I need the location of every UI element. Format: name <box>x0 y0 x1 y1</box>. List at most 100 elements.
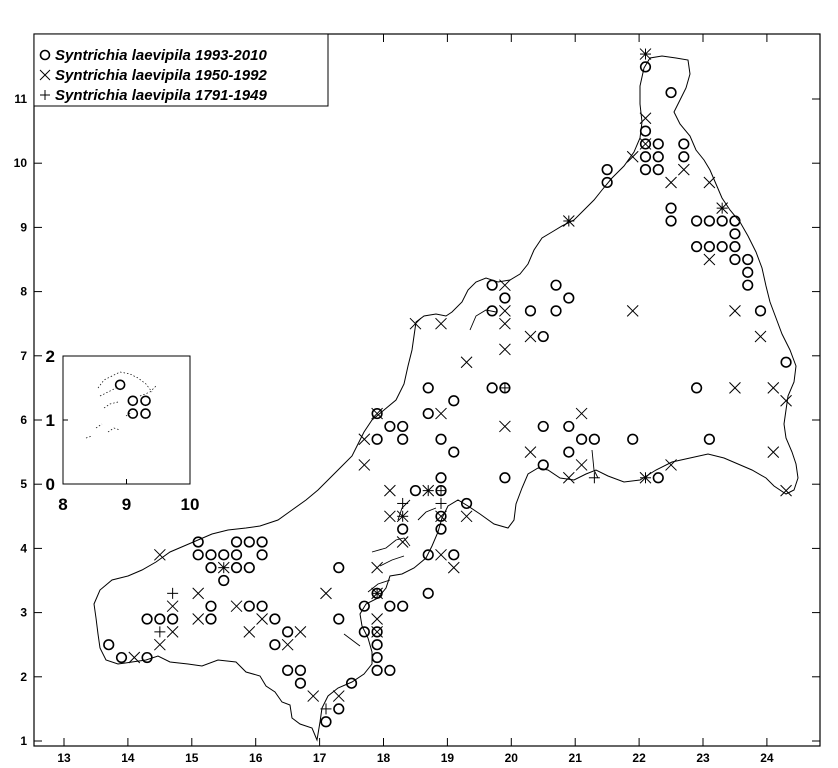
marker-circle-1993-2010 <box>294 664 307 676</box>
x-tick-label: 17 <box>313 751 327 765</box>
marker-cross-1950-1992 <box>499 420 511 433</box>
marker-circle-1993-2010 <box>499 472 511 484</box>
marker-circle-1993-2010 <box>678 138 690 150</box>
marker-circle-1993-2010 <box>358 600 370 612</box>
marker-cross-1950-1992 <box>39 69 51 81</box>
marker-cross-1950-1992 <box>677 163 690 176</box>
marker-circle-1993-2010 <box>639 61 652 73</box>
marker-circle-1993-2010 <box>639 138 652 150</box>
inset-x-tick-label: 10 <box>181 495 200 514</box>
marker-plus-1791-1949 <box>422 485 434 497</box>
marker-circle-1993-2010 <box>397 433 409 445</box>
marker-circle-1993-2010 <box>448 395 460 407</box>
marker-cross-1950-1992 <box>230 600 243 613</box>
marker-cross-1950-1992 <box>409 317 422 330</box>
marker-cross-1950-1992 <box>729 382 741 394</box>
marker-cross-1950-1992 <box>499 305 511 317</box>
marker-circle-1993-2010 <box>780 356 792 368</box>
marker-circle-1993-2010 <box>499 292 511 304</box>
marker-circle-1993-2010 <box>499 382 511 394</box>
marker-cross-1950-1992 <box>575 407 588 420</box>
marker-circle-1993-2010 <box>422 549 434 561</box>
marker-circle-1993-2010 <box>486 305 498 317</box>
marker-cross-1950-1992 <box>435 548 447 561</box>
marker-circle-1993-2010 <box>115 651 128 664</box>
legend-markers <box>39 49 51 100</box>
marker-circle-1993-2010 <box>397 523 409 535</box>
inset-x-tick-label: 8 <box>58 495 67 514</box>
marker-plus-1791-1949 <box>40 90 50 100</box>
marker-circle-1993-2010 <box>205 549 217 561</box>
marker-circle-1993-2010 <box>320 716 332 728</box>
marker-circle-1993-2010 <box>652 164 664 176</box>
inset-marker-circle <box>140 395 151 407</box>
marker-circle-1993-2010 <box>435 433 447 445</box>
marker-circle-1993-2010 <box>691 382 703 394</box>
marker-circle-1993-2010 <box>243 536 255 548</box>
marker-cross-1950-1992 <box>358 459 371 471</box>
marker-circle-1993-2010 <box>639 164 652 176</box>
marker-plus-1791-1949 <box>218 562 230 574</box>
marker-cross-1950-1992 <box>371 613 383 625</box>
marker-circle-1993-2010 <box>167 613 179 625</box>
marker-cross-1950-1992 <box>665 459 677 471</box>
marker-plus-1791-1949 <box>154 626 166 638</box>
y-tick-label: 10 <box>14 156 28 170</box>
marker-circle-1993-2010 <box>205 562 217 574</box>
inset-marker-circle <box>127 395 139 407</box>
marker-cross-1950-1992 <box>575 459 588 471</box>
marker-circle-1993-2010 <box>703 433 715 445</box>
marker-cross-1950-1992 <box>384 510 396 523</box>
marker-cross-1950-1992 <box>703 253 716 266</box>
marker-circle-1993-2010 <box>371 587 383 599</box>
marker-plus-1791-1949 <box>371 587 383 599</box>
marker-cross-1950-1992 <box>729 305 741 317</box>
marker-circle-1993-2010 <box>729 228 741 240</box>
marker-circle-1993-2010 <box>422 587 434 599</box>
marker-circle-1993-2010 <box>333 703 345 715</box>
marker-plus-1791-1949 <box>397 497 409 509</box>
marker-circle-1993-2010 <box>230 549 243 561</box>
marker-cross-1950-1992 <box>435 407 447 420</box>
inset-map: 8 9 10 0 1 2 <box>46 347 200 514</box>
marker-circle-1993-2010 <box>384 664 396 676</box>
marker-circle-1993-2010 <box>435 523 447 535</box>
marker-circle-1993-2010 <box>192 549 204 561</box>
x-tick-label: 21 <box>569 751 583 765</box>
marker-cross-1950-1992 <box>767 446 780 458</box>
marker-cross-1950-1992 <box>499 279 511 292</box>
marker-circle-1993-2010 <box>230 536 243 548</box>
marker-circle-1993-2010 <box>563 446 575 458</box>
marker-cross-1950-1992 <box>562 471 575 484</box>
marker-circle-1993-2010 <box>716 215 728 227</box>
x-tick-label: 20 <box>505 751 519 765</box>
y-tick-label: 8 <box>20 285 27 299</box>
marker-circle-1993-2010 <box>460 497 473 510</box>
marker-circle-1993-2010 <box>524 305 537 317</box>
coastline <box>93 55 799 742</box>
marker-circle-1993-2010 <box>371 433 383 445</box>
marker-plus-1791-1949 <box>639 48 651 60</box>
marker-cross-1950-1992 <box>767 382 780 394</box>
marker-cross-1950-1992 <box>192 613 205 625</box>
legend-frame <box>33 33 329 107</box>
marker-circle-1993-2010 <box>371 626 383 638</box>
y-tick-label: 4 <box>20 541 27 555</box>
legend-label-1950-1992: Syntrichia laevipila 1950-1992 <box>55 67 267 84</box>
marker-circle-1993-2010 <box>448 446 460 458</box>
data-markers <box>103 48 792 728</box>
marker-circle-1993-2010 <box>627 433 639 445</box>
marker-circle-1993-2010 <box>601 176 613 189</box>
marker-cross-1950-1992 <box>460 356 473 369</box>
marker-plus-1791-1949 <box>716 202 728 214</box>
marker-circle-1993-2010 <box>282 664 294 676</box>
marker-circle-1993-2010 <box>422 407 434 420</box>
marker-circle-1993-2010 <box>703 215 715 227</box>
x-tick-label: 23 <box>696 751 710 765</box>
marker-circle-1993-2010 <box>486 382 498 394</box>
y-tick-label: 1 <box>20 734 27 748</box>
legend: Syntrichia laevipila 1993-2010 Syntrichi… <box>33 33 329 107</box>
marker-circle-1993-2010 <box>103 639 115 651</box>
marker-circle-1993-2010 <box>39 49 51 61</box>
marker-circle-1993-2010 <box>269 613 281 625</box>
